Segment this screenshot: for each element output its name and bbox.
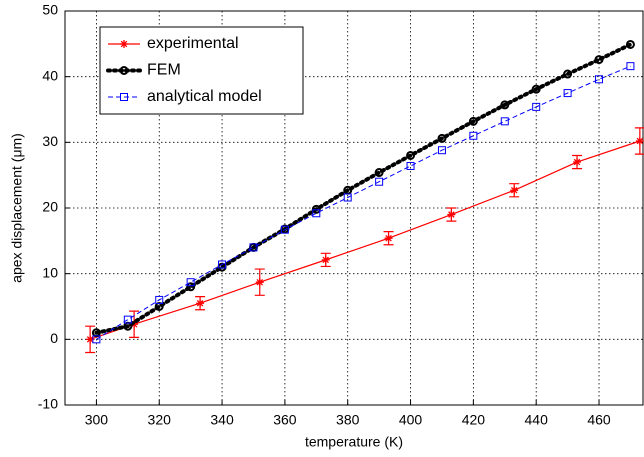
marker bbox=[186, 282, 196, 292]
y-tick-label: 10 bbox=[42, 264, 58, 280]
marker bbox=[384, 234, 393, 243]
marker bbox=[92, 335, 101, 344]
marker bbox=[573, 158, 582, 167]
marker bbox=[626, 62, 635, 71]
series-line bbox=[96, 65, 631, 340]
marker bbox=[280, 225, 289, 234]
marker bbox=[255, 278, 264, 287]
marker bbox=[218, 260, 227, 269]
x-tick-label: 300 bbox=[85, 412, 109, 428]
marker bbox=[249, 243, 258, 252]
series-line bbox=[89, 140, 641, 340]
x-axis-label: temperature (K) bbox=[305, 434, 403, 450]
marker bbox=[468, 116, 478, 126]
marker bbox=[375, 177, 384, 186]
marker bbox=[500, 117, 509, 126]
marker bbox=[119, 66, 129, 75]
marker bbox=[469, 131, 478, 140]
marker bbox=[123, 315, 132, 324]
marker bbox=[120, 93, 128, 101]
marker bbox=[447, 210, 456, 219]
marker bbox=[120, 40, 128, 48]
marker bbox=[595, 75, 604, 84]
y-tick-label: 40 bbox=[42, 67, 58, 83]
y-tick-label: 30 bbox=[42, 133, 58, 149]
marker bbox=[531, 84, 541, 94]
marker bbox=[406, 150, 416, 160]
marker bbox=[563, 69, 573, 79]
marker bbox=[312, 209, 321, 218]
legend-label: analytical model bbox=[147, 88, 262, 105]
x-tick-label: 420 bbox=[462, 412, 486, 428]
series-line bbox=[94, 42, 633, 335]
x-tick-label: 460 bbox=[587, 412, 611, 428]
marker bbox=[625, 39, 635, 49]
marker bbox=[635, 137, 644, 146]
x-tick-label: 320 bbox=[148, 412, 172, 428]
marker bbox=[437, 133, 447, 143]
marker bbox=[86, 335, 95, 344]
x-tick-label: 340 bbox=[210, 412, 234, 428]
x-tick-label: 380 bbox=[336, 412, 360, 428]
marker bbox=[321, 255, 330, 264]
marker bbox=[343, 193, 352, 202]
x-tick-label: 400 bbox=[399, 412, 423, 428]
marker bbox=[196, 299, 205, 308]
y-axis-label: apex displacement (μm) bbox=[9, 133, 25, 283]
x-tick-label: 360 bbox=[273, 412, 297, 428]
marker bbox=[510, 186, 519, 195]
legend-label: FEM bbox=[147, 62, 181, 79]
y-tick-label: -10 bbox=[38, 396, 58, 412]
x-tick-label: 440 bbox=[525, 412, 549, 428]
marker bbox=[186, 278, 195, 287]
legend-label: experimental bbox=[147, 35, 239, 52]
marker bbox=[155, 295, 164, 304]
marker bbox=[500, 100, 510, 110]
y-tick-label: 20 bbox=[42, 199, 58, 215]
plot-frame bbox=[64, 10, 644, 406]
y-tick-label: 50 bbox=[42, 2, 58, 18]
marker bbox=[594, 55, 604, 65]
y-tick-label: 0 bbox=[50, 330, 58, 346]
marker bbox=[437, 146, 446, 155]
marker bbox=[563, 89, 572, 98]
marker bbox=[374, 168, 384, 178]
marker bbox=[406, 161, 415, 170]
marker bbox=[532, 102, 541, 111]
